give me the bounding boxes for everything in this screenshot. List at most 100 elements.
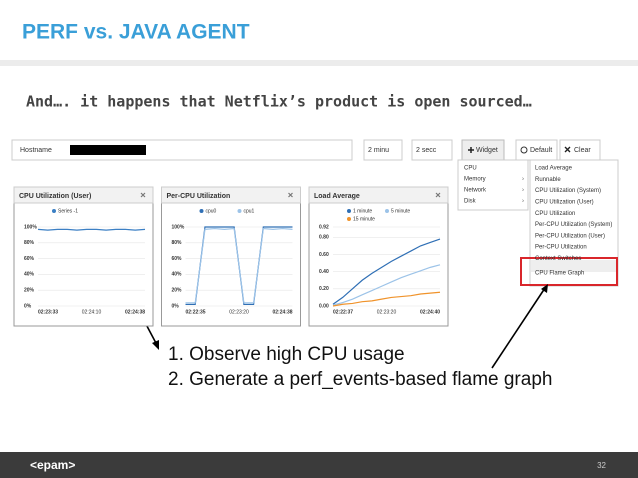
legend-dot: [385, 209, 389, 213]
y-tick-label: 0.60: [319, 252, 329, 258]
step: 1. Observe high CPU usage: [168, 344, 405, 365]
legend-dot: [52, 209, 56, 213]
x-tick-label: 02:24:40: [420, 309, 440, 315]
close-icon: [140, 192, 146, 198]
hostname-redacted: [70, 145, 146, 155]
legend-dot: [347, 217, 351, 221]
clear-icon: [564, 146, 571, 153]
y-tick-label: 0.00: [319, 303, 329, 309]
arrow: [491, 287, 546, 369]
submenu-item: Context Switches: [535, 256, 581, 262]
submenu-item: Load Average: [535, 166, 573, 172]
arrow-head: [152, 340, 159, 350]
y-tick-label: 100%: [172, 224, 185, 230]
logo: <epam>: [30, 458, 75, 472]
y-tick-label: 100%: [24, 224, 37, 230]
legend-label: 1 minute: [353, 208, 372, 214]
series-line: [332, 238, 441, 305]
hostname-label: Hostname: [20, 147, 52, 154]
submenu-item: CPU Utilization (User): [535, 199, 594, 205]
x-tick-label: 02:23:33: [38, 309, 58, 315]
series-line: [332, 264, 441, 306]
range-select[interactable]: [363, 139, 403, 161]
menu-chevron: ›: [522, 177, 524, 183]
series-line: [185, 227, 293, 304]
menu-chevron: ›: [522, 188, 524, 194]
x-tick-label: 02:23:20: [229, 309, 249, 315]
close-icon: [288, 192, 293, 198]
interval-label: 2 secc: [416, 147, 437, 154]
submenu-item: CPU Utilization (System): [535, 188, 601, 194]
y-tick-label: 80%: [24, 240, 35, 246]
range-label: 2 minu: [368, 147, 389, 154]
interval-select[interactable]: [411, 139, 453, 161]
widget-title: CPU Utilization (User): [19, 193, 91, 200]
submenu-item: Per-CPU Utilization (User): [535, 233, 605, 239]
default-icon: [520, 146, 528, 154]
menu-item: Memory: [464, 177, 486, 183]
series-line: [37, 228, 146, 231]
widget-header: [308, 186, 449, 204]
separator: [0, 60, 638, 66]
submenu-item: Per-CPU Utilization (System): [535, 222, 612, 228]
widget-label: Widget: [476, 147, 498, 154]
footer: [0, 452, 638, 478]
y-tick-label: 60%: [24, 256, 35, 262]
submenu-item: CPU Flame Graph: [535, 270, 584, 276]
y-tick-label: 0.20: [319, 286, 329, 292]
widget-header: [13, 186, 154, 204]
menu-item: Disk: [464, 199, 477, 205]
legend-dot: [347, 209, 351, 213]
x-tick-label: 02:24:10: [82, 309, 102, 315]
legend-label: cpu0: [206, 208, 217, 214]
y-tick-label: 0%: [172, 303, 180, 309]
step: 2. Generate a perf_events-based flame gr…: [168, 369, 552, 390]
x-tick-label: 02:24:38: [272, 309, 292, 315]
y-tick-label: 40%: [172, 272, 183, 278]
page-number: 32: [597, 461, 606, 470]
menu-item: CPU: [464, 166, 477, 172]
y-tick-label: 0.80: [319, 235, 329, 241]
x-tick-label: 02:23:20: [377, 309, 397, 315]
menu-item: Network: [464, 188, 487, 194]
widget-title: Per-CPU Utilization: [167, 193, 231, 200]
menu: [457, 159, 529, 211]
hostname-box[interactable]: [11, 139, 353, 161]
x-tick-label: 02:22:35: [186, 309, 206, 315]
y-tick-label: 40%: [24, 272, 35, 278]
legend-label: 5 minute: [391, 208, 410, 214]
legend-dot: [199, 209, 204, 213]
subtitle: And…. it happens that Netflix’s product …: [26, 93, 532, 111]
y-tick-label: 80%: [172, 240, 183, 246]
default-label: Default: [530, 147, 552, 154]
widget: [161, 186, 301, 327]
legend-label: cpu1: [244, 208, 255, 214]
menu-chevron: ›: [522, 199, 524, 205]
widget-title: Load Average: [314, 193, 360, 200]
y-tick-label: 0.40: [319, 269, 329, 275]
arrow-head: [541, 284, 548, 293]
y-tick-label: 0.92: [319, 224, 329, 230]
y-tick-label: 60%: [172, 256, 183, 262]
y-tick-label: 20%: [172, 288, 183, 294]
slide-title: PERF vs. JAVA AGENT: [22, 21, 250, 44]
clear-label: Clear: [574, 147, 591, 154]
x-tick-label: 02:22:37: [333, 309, 353, 315]
plus-icon: [468, 147, 474, 153]
y-tick-label: 0%: [24, 303, 32, 309]
submenu-item: CPU Utilization: [535, 211, 575, 217]
widget: [13, 186, 154, 327]
highlight: [531, 260, 617, 272]
legend-label: 15 minute: [353, 216, 375, 222]
widget: [308, 186, 449, 327]
legend-label: Series -1: [58, 208, 78, 214]
submenu-item: Runnable: [535, 177, 561, 183]
x-tick-label: 02:24:38: [125, 309, 145, 315]
y-tick-label: 20%: [24, 288, 35, 294]
submenu-item: Per-CPU Utilization: [535, 245, 587, 251]
close-icon: [435, 192, 441, 198]
callout-box: [520, 257, 618, 286]
widget-header: [161, 186, 301, 204]
legend-dot: [237, 209, 242, 213]
